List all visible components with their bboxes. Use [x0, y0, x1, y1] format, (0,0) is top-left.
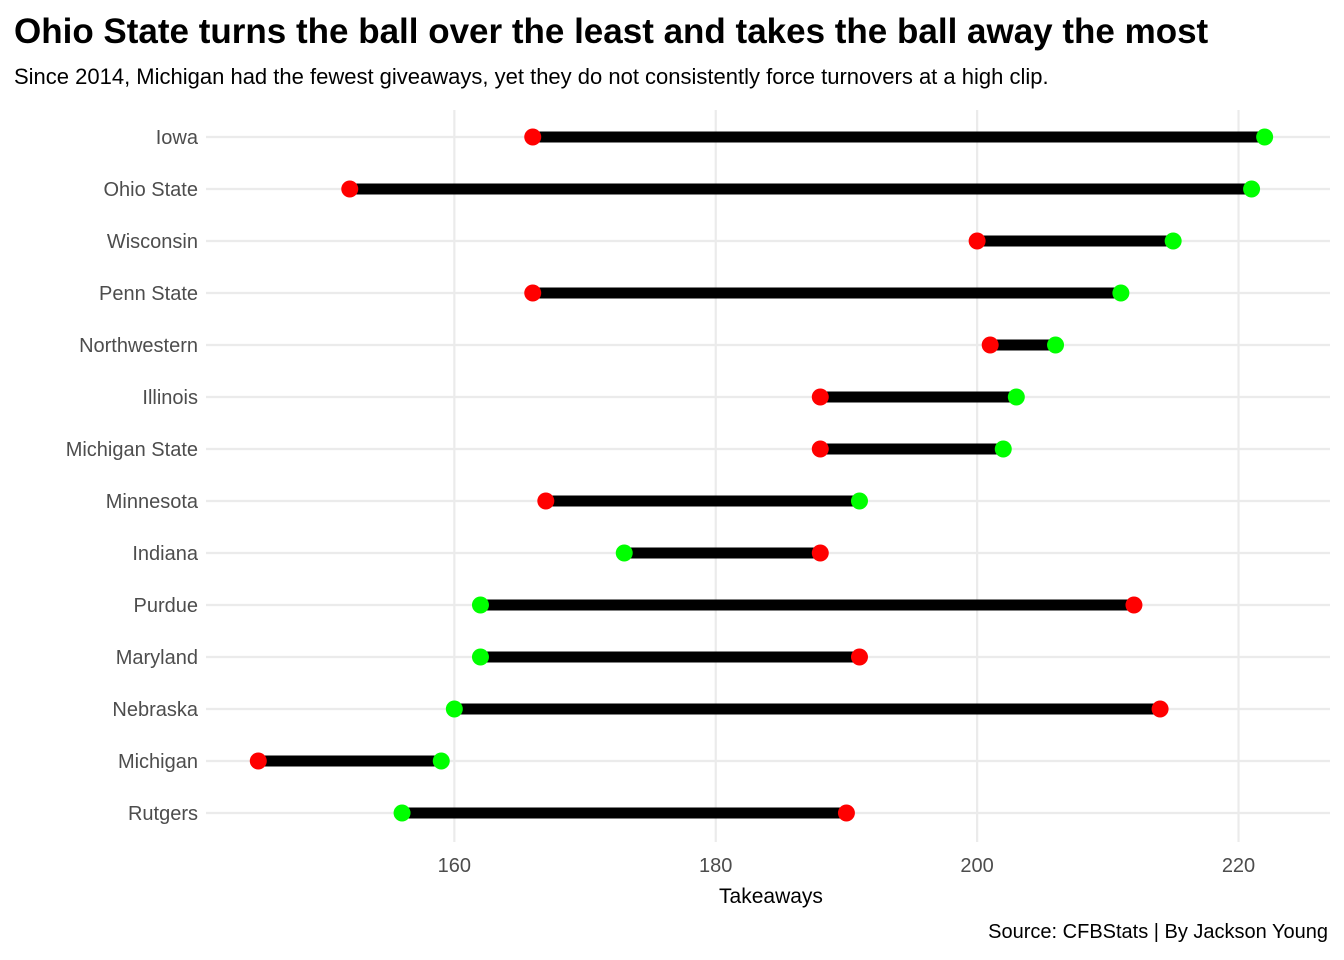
chart-caption: Source: CFBStats | By Jackson Young	[988, 921, 1328, 943]
takeaway-point	[1243, 180, 1261, 198]
takeaway-point	[471, 596, 489, 614]
y-axis-label: Northwestern	[79, 335, 198, 357]
y-axis-label: Michigan State	[66, 439, 198, 461]
giveaway-point	[981, 336, 999, 354]
dumbbell-segments	[258, 131, 1265, 819]
x-tick-label: 180	[699, 855, 732, 877]
takeaway-point	[615, 544, 633, 562]
giveaway-point	[524, 284, 542, 302]
giveaway-point	[524, 128, 542, 146]
takeaway-point	[1164, 232, 1182, 250]
takeaway-point	[432, 752, 450, 770]
x-axis-ticks: 160 180 200 220	[438, 855, 1256, 877]
takeaway-point	[850, 492, 868, 510]
takeaway-point	[445, 700, 463, 718]
y-axis-label: Penn State	[99, 283, 198, 305]
x-gridlines	[453, 110, 1240, 842]
y-axis-label: Michigan	[118, 751, 198, 773]
takeaway-point	[994, 440, 1012, 458]
takeaway-point	[1007, 388, 1025, 406]
y-axis-label: Illinois	[142, 387, 198, 409]
giveaway-point	[811, 544, 829, 562]
giveaway-point	[968, 232, 986, 250]
x-tick-label: 160	[438, 855, 471, 877]
giveaway-point	[341, 180, 359, 198]
giveaway-point	[811, 388, 829, 406]
takeaway-point	[1112, 284, 1130, 302]
chart-title: Ohio State turns the ball over the least…	[14, 12, 1209, 51]
giveaway-point	[1125, 596, 1143, 614]
dumbbell-points	[249, 128, 1274, 822]
giveaway-point	[1151, 700, 1169, 718]
x-tick-label: 200	[960, 855, 993, 877]
takeaway-point	[471, 648, 489, 666]
y-axis-label: Minnesota	[106, 491, 199, 513]
y-axis-label: Purdue	[134, 595, 199, 617]
x-axis-title: Takeaways	[719, 885, 823, 908]
giveaway-point	[249, 752, 267, 770]
y-axis-label: Maryland	[116, 647, 198, 669]
y-axis-label: Indiana	[132, 543, 198, 565]
y-axis-label: Iowa	[156, 127, 199, 149]
giveaway-point	[837, 804, 855, 822]
chart-subtitle: Since 2014, Michigan had the fewest give…	[14, 64, 1049, 89]
takeaway-point	[393, 804, 411, 822]
takeaway-point	[1256, 128, 1274, 146]
x-tick-label: 220	[1222, 855, 1255, 877]
y-axis-labels: Iowa Ohio State Wisconsin Penn State Northwe…	[66, 127, 199, 825]
y-axis-label: Nebraska	[112, 699, 198, 721]
giveaway-point	[537, 492, 555, 510]
giveaway-point	[850, 648, 868, 666]
y-axis-label: Ohio State	[103, 179, 198, 201]
giveaway-point	[811, 440, 829, 458]
takeaway-point	[1047, 336, 1065, 354]
y-axis-label: Wisconsin	[107, 231, 198, 253]
y-axis-label: Rutgers	[128, 803, 198, 825]
